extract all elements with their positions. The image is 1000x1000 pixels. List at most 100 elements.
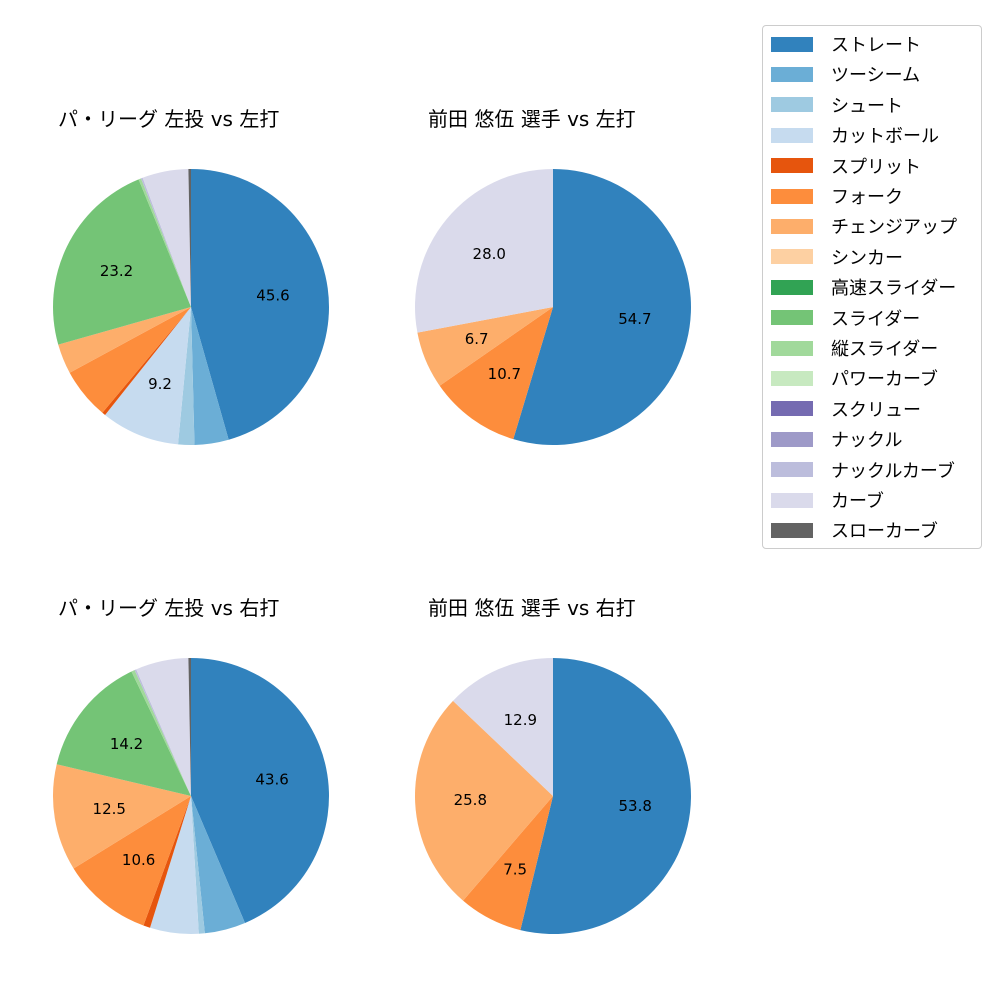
pie-slice: [188, 169, 191, 307]
legend-item: ストレート: [771, 32, 921, 56]
legend-label: ストレート: [831, 35, 921, 56]
legend-swatch: [771, 97, 813, 113]
legend-item: カットボール: [771, 123, 939, 147]
slice-label: 10.7: [488, 365, 521, 383]
slice-label: 25.8: [454, 791, 487, 809]
legend-item: 高速スライダー: [771, 275, 956, 299]
legend-swatch: [771, 249, 813, 265]
legend-item: 縦スライダー: [771, 336, 938, 360]
legend-swatch: [771, 158, 813, 174]
pie-slice: [191, 307, 229, 445]
pie-slice: [178, 307, 195, 445]
legend-swatch: [771, 127, 813, 143]
pie-slice: [191, 658, 329, 923]
pie-slice: [415, 700, 553, 901]
chart-title: パ・リーグ 左投 vs 右打: [58, 596, 280, 620]
legend-label: ナックルカーブ: [831, 460, 955, 482]
legend-swatch: [771, 401, 813, 417]
pie-slice: [439, 307, 553, 440]
legend-label: カットボール: [831, 126, 939, 148]
legend-swatch: [771, 310, 813, 326]
chart-title: 前田 悠伍 選手 vs 左打: [428, 107, 636, 131]
pie-slice: [131, 670, 191, 796]
pie-slice: [150, 796, 199, 934]
pie-slice: [141, 177, 191, 307]
legend-item: カーブ: [771, 488, 884, 512]
legend-label: 縦スライダー: [831, 339, 939, 360]
legend-item: シュート: [771, 93, 903, 117]
legend-label: チェンジアップ: [831, 217, 957, 239]
pie-slice: [53, 179, 192, 345]
pie-slice: [191, 796, 246, 934]
legend-item: ツーシーム: [771, 62, 920, 86]
legend-label: スクリュー: [831, 399, 921, 421]
pie-slice: [136, 658, 191, 796]
pie-slice: [188, 658, 191, 796]
legend-item: フォーク: [771, 184, 903, 208]
pie-slice: [142, 169, 191, 307]
legend-swatch: [771, 340, 813, 356]
legend-label: スプリット: [831, 156, 921, 178]
legend-item: スプリット: [771, 154, 921, 178]
legend-swatch: [771, 462, 813, 478]
legend-label: スローカーブ: [831, 521, 938, 543]
pie-slice: [417, 307, 553, 386]
legend-label: カーブ: [831, 491, 884, 512]
slice-label: 14.2: [110, 735, 143, 753]
slice-label: 6.7: [465, 330, 489, 348]
legend-swatch: [771, 431, 813, 447]
chart-title: パ・リーグ 左投 vs 左打: [58, 107, 280, 131]
legend-label: ツーシーム: [831, 65, 921, 87]
pie-slice: [73, 796, 191, 926]
legend-item: スライダー: [771, 306, 920, 330]
pie-slice: [513, 169, 691, 446]
pie-slice: [452, 658, 553, 796]
slice-label: 45.6: [256, 287, 289, 305]
legend-label: フォーク: [831, 187, 903, 208]
legend-swatch: [771, 492, 813, 508]
legend-item: スローカーブ: [771, 518, 938, 542]
pie-slice: [58, 307, 192, 373]
pie-slice: [138, 178, 191, 307]
slice-label: 9.2: [148, 375, 172, 393]
legend-swatch: [771, 66, 813, 82]
legend-item: シンカー: [771, 245, 903, 269]
slice-label: 23.2: [100, 262, 133, 280]
legend-item: パワーカーブ: [771, 366, 938, 390]
pie-slice: [463, 796, 553, 931]
pie-slice: [105, 307, 191, 445]
legend-swatch: [771, 36, 813, 52]
legend-swatch: [771, 188, 813, 204]
slice-label: 28.0: [473, 245, 506, 263]
pie-slice: [69, 307, 191, 413]
legend-item: スクリュー: [771, 397, 921, 421]
legend-swatch: [771, 522, 813, 538]
chart-title: 前田 悠伍 選手 vs 右打: [428, 596, 636, 620]
pie-slice: [143, 796, 191, 928]
slice-label: 53.8: [619, 797, 652, 815]
legend-item: ナックル: [771, 427, 902, 451]
legend-label: 高速スライダー: [831, 278, 957, 300]
legend-item: チェンジアップ: [771, 214, 957, 238]
slice-label: 12.5: [93, 800, 126, 818]
pie-slice: [414, 169, 553, 333]
pie-slice: [191, 796, 205, 934]
legend: ストレートツーシームシュートカットボール スプリットフォークチェンジアップ シンカー…: [762, 25, 982, 549]
legend-swatch: [771, 218, 813, 234]
slice-label: 12.9: [504, 711, 537, 729]
legend-label: スライダー: [831, 308, 921, 330]
pie-slice: [520, 658, 691, 934]
pie-slice: [102, 307, 191, 415]
pie-slice: [56, 671, 192, 796]
legend-swatch: [771, 370, 813, 386]
legend-item: ナックルカーブ: [771, 458, 955, 482]
legend-label: シュート: [831, 95, 903, 117]
slice-label: 54.7: [618, 310, 651, 328]
pie-slice: [53, 764, 191, 869]
pie-slice: [134, 669, 191, 796]
legend-label: ナックル: [831, 430, 903, 452]
slice-label: 7.5: [503, 861, 527, 879]
legend-label: シンカー: [831, 247, 903, 269]
